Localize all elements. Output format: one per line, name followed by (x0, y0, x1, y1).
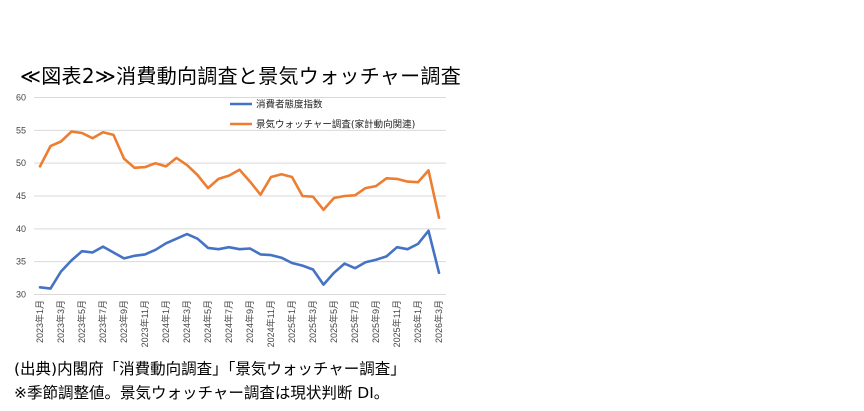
y-tick-label: 30 (16, 290, 26, 300)
x-tick-label: 2024年7月 (223, 300, 234, 343)
y-tick-label: 60 (16, 93, 26, 103)
series-lines (38, 130, 441, 290)
x-tick-label: 2023年1月 (34, 300, 45, 343)
x-tick-label: 2025年9月 (370, 300, 381, 343)
series-line-2 (38, 130, 441, 219)
y-axis-ticks: 30 35 40 45 50 55 60 (16, 93, 26, 300)
x-tick-label: 2023年9月 (118, 300, 129, 343)
x-tick-label: 2025年3月 (307, 300, 318, 343)
x-axis-ticks: 2023年1月 2023年3月 2023年5月 2023年7月 2023年9月 2023年… (34, 300, 444, 347)
x-tick-label: 2024年5月 (202, 300, 213, 343)
y-tick-label: 50 (16, 158, 26, 168)
footnote: ※季節調整値。景気ウォッチャー調査は現状判断 DI。 (14, 384, 390, 402)
gridlines (34, 97, 446, 295)
x-tick-label: 2024年9月 (244, 300, 255, 343)
x-tick-label: 2024年11月 (265, 300, 276, 347)
chart-title: ≪図表2≫消費動向調査と景気ウォッチャー調査 (20, 64, 461, 88)
legend-label: 景気ウォッチャー調査(家計動向関連) (256, 119, 415, 131)
x-tick-label: 2024年3月 (181, 300, 192, 343)
x-tick-label: 2023年11月 (139, 300, 150, 347)
x-tick-label: 2023年3月 (55, 300, 66, 343)
x-tick-label: 2026年3月 (433, 300, 444, 343)
series-line-1 (38, 229, 441, 290)
y-tick-label: 45 (16, 191, 26, 201)
x-tick-label: 2023年5月 (76, 300, 87, 343)
source-note: (出典)内閣府「消費動向調査」「景気ウォッチャー調査」 (14, 360, 406, 378)
x-tick-label: 2025年7月 (349, 300, 360, 343)
x-tick-label: 2026年1月 (412, 300, 423, 343)
x-tick-label: 2025年11月 (391, 300, 402, 347)
x-tick-label: 2025年5月 (328, 300, 339, 343)
x-tick-label: 2024年1月 (160, 300, 171, 343)
y-tick-label: 40 (16, 224, 26, 234)
legend-label: 消費者態度指数 (256, 99, 323, 111)
y-tick-label: 55 (16, 125, 26, 135)
x-tick-label: 2023年7月 (97, 300, 108, 343)
x-tick-label: 2025年1月 (286, 300, 297, 343)
y-tick-label: 35 (16, 257, 26, 267)
